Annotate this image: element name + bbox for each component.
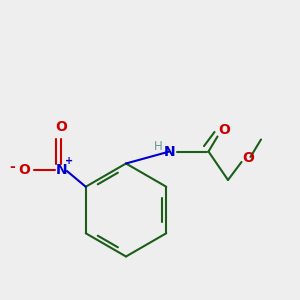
Text: O: O	[18, 163, 30, 176]
Text: O: O	[56, 121, 68, 134]
Text: N: N	[56, 163, 67, 176]
Text: O: O	[242, 151, 254, 165]
Text: N: N	[164, 145, 175, 158]
Text: -: -	[10, 160, 16, 173]
Text: O: O	[218, 124, 230, 137]
Text: +: +	[65, 156, 73, 166]
Text: H: H	[154, 140, 163, 153]
